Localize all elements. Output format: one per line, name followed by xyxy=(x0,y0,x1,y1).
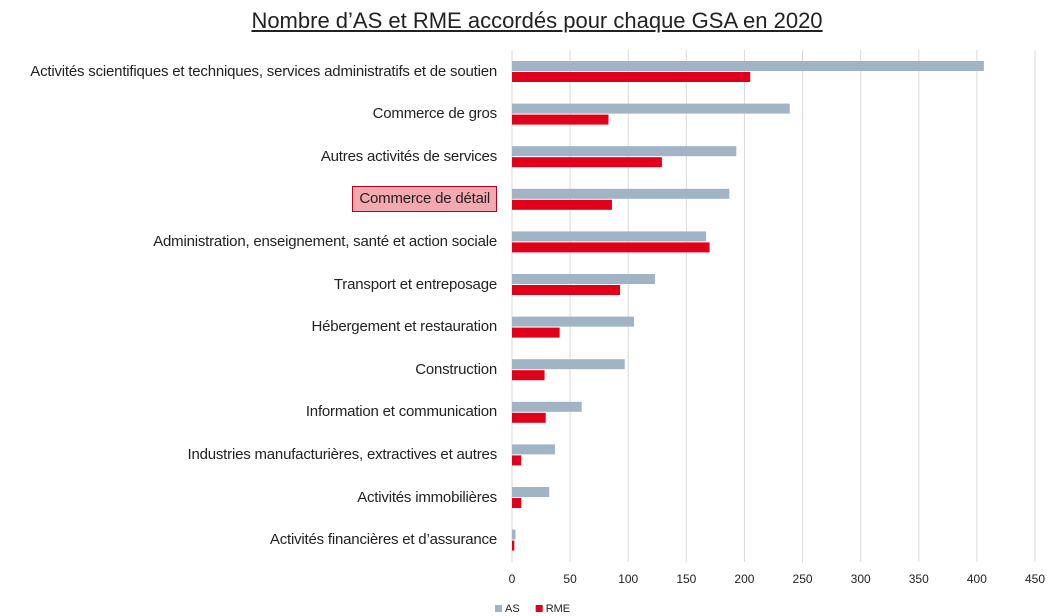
bar xyxy=(512,487,550,497)
bar xyxy=(512,274,655,284)
x-tick-label: 350 xyxy=(909,572,929,586)
bar xyxy=(512,540,515,551)
legend-label: AS xyxy=(505,603,520,615)
y-tick-label: Activités scientifiques et techniques, s… xyxy=(30,62,497,80)
x-tick-label: 0 xyxy=(509,572,516,586)
y-tick-label: Construction xyxy=(415,360,497,378)
bar xyxy=(512,444,556,455)
bar xyxy=(512,401,582,412)
chart-title: Nombre d’AS et RME accordés pour chaque … xyxy=(251,8,823,33)
x-tick-label: 250 xyxy=(793,572,813,586)
bar xyxy=(512,61,984,71)
y-tick-label: Commerce de détail xyxy=(352,186,497,213)
x-tick-label: 450 xyxy=(1025,572,1045,586)
x-tick-label: 50 xyxy=(563,572,577,586)
x-tick-label: 300 xyxy=(851,572,871,586)
bar xyxy=(512,359,625,370)
bar xyxy=(512,370,545,381)
bar xyxy=(512,231,707,242)
bar xyxy=(512,242,710,253)
bar xyxy=(512,103,790,114)
bar xyxy=(512,188,730,199)
bar xyxy=(512,114,609,125)
y-tick-label: Autres activités de services xyxy=(320,147,497,165)
bar xyxy=(512,316,635,327)
legend-swatch xyxy=(495,605,502,612)
bar xyxy=(512,412,546,423)
y-tick-label: Activités immobilières xyxy=(357,488,497,506)
y-tick-label: Hébergement et restauration xyxy=(311,318,497,336)
bar xyxy=(512,529,516,540)
bar xyxy=(512,327,560,338)
y-tick-label: Information et communication xyxy=(305,403,497,421)
bar xyxy=(512,455,522,466)
x-tick-label: 150 xyxy=(676,572,696,586)
x-tick-label: 200 xyxy=(734,572,754,586)
y-tick-label: Industries manufacturières, extractives … xyxy=(187,445,497,463)
y-tick-label: Activités financières et d’assurance xyxy=(269,531,497,549)
bar xyxy=(512,199,612,210)
legend-swatch xyxy=(535,605,543,612)
y-tick-label: Transport et entreposage xyxy=(333,275,497,293)
x-tick-label: 400 xyxy=(967,572,987,586)
bar xyxy=(512,72,751,82)
x-tick-label: 100 xyxy=(618,572,638,586)
bar xyxy=(512,157,662,168)
y-tick-label: Administration, enseignement, santé et a… xyxy=(153,232,497,250)
bar xyxy=(512,146,737,157)
bar xyxy=(512,285,621,295)
legend-label: RME xyxy=(546,603,570,615)
bar xyxy=(512,498,522,508)
y-tick-label: Commerce de gros xyxy=(372,105,498,123)
